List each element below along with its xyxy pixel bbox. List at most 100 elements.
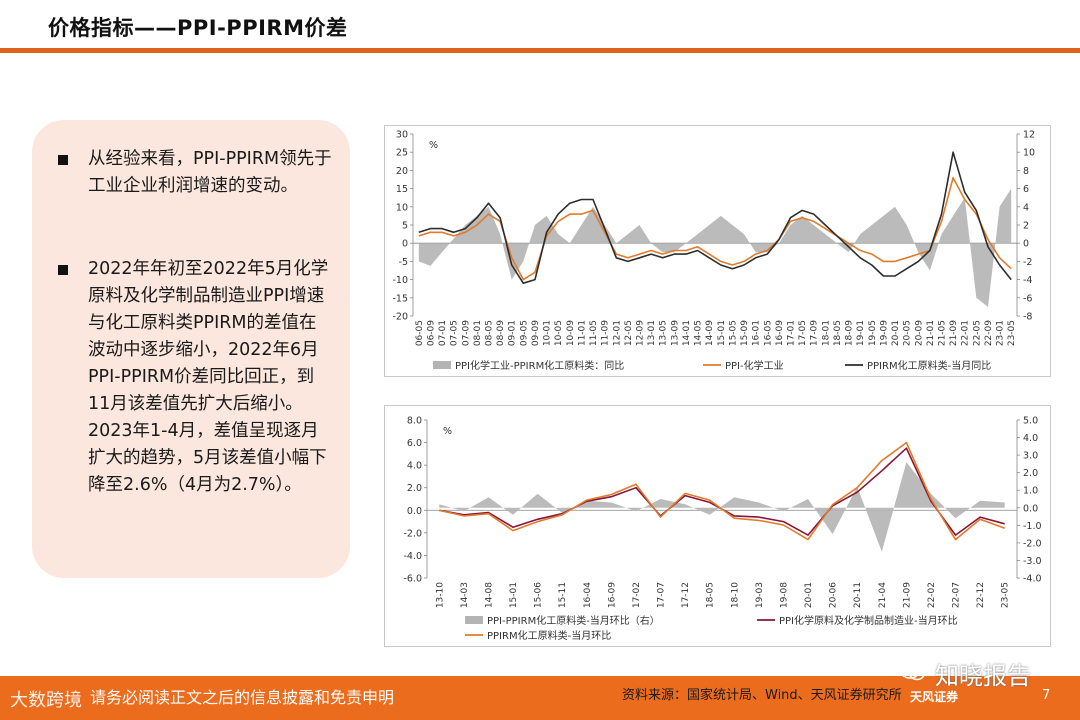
x-tick-label: 06-05 xyxy=(415,320,425,346)
bullet-square-icon xyxy=(58,155,68,165)
x-tick-label: 15-11 xyxy=(558,582,568,608)
x-tick-label: 21-05 xyxy=(938,320,948,346)
x-tick-label: 22-12 xyxy=(976,582,986,608)
series-line-2 xyxy=(418,151,1012,284)
unit-label: % xyxy=(429,140,438,151)
x-tick-label: 08-01 xyxy=(473,320,483,346)
x-tick-label: 22-09 xyxy=(984,320,994,346)
x-tick-label: 19-03 xyxy=(755,582,765,608)
x-tick-label: 21-09 xyxy=(902,582,912,608)
x-tick-label: 16-09 xyxy=(775,320,785,346)
tick-label-left: -5 xyxy=(399,257,408,268)
x-tick-label: 07-09 xyxy=(461,320,471,346)
wechat-icon xyxy=(900,663,925,681)
tick-label-left: 4.0 xyxy=(407,461,422,472)
tick-label-left: -10 xyxy=(392,275,408,286)
x-tick-label: 21-09 xyxy=(949,320,959,346)
tick-label-left: -15 xyxy=(392,293,408,304)
tick-label-left: 0.0 xyxy=(407,506,422,517)
chart-ppi-mom: 8.0 6.0 4.0 2.0 0.0 -2.0 -4.0 -6.0 5.0 4.0 3.0 2.0 1… xyxy=(384,405,1051,647)
x-tick-label: 15-05 xyxy=(728,320,738,346)
tick-label-right: 0.0 xyxy=(1023,503,1038,514)
x-tick-label: 15-01 xyxy=(509,582,519,608)
x-tick-label: 11-05 xyxy=(589,320,599,346)
legend-label: PPI化学工业-PPIRM化工原料类：同比 xyxy=(455,359,624,372)
x-tick-label: 16-05 xyxy=(763,320,773,346)
x-tick-label: 16-01 xyxy=(752,320,762,346)
x-tick-label: 17-12 xyxy=(681,582,691,608)
x-tick-label: 10-09 xyxy=(566,320,576,346)
x-tick-label: 14-09 xyxy=(705,320,715,346)
tick-label-left: -6.0 xyxy=(403,574,422,585)
x-tick-label: 14-08 xyxy=(484,582,494,608)
x-tick-label: 20-01 xyxy=(804,582,814,608)
tick-label-left: 15 xyxy=(396,184,408,195)
x-tick-label: 13-01 xyxy=(647,320,657,346)
tick-label-left: 2.0 xyxy=(407,483,422,494)
tick-label-left: 0 xyxy=(402,239,408,250)
legend-label: PPI-PPIRM化工原料类-当月环比（右） xyxy=(487,614,660,627)
x-tick-label: 22-07 xyxy=(952,582,962,608)
x-tick-label: 18-05 xyxy=(833,320,843,346)
tick-label-right: 5.0 xyxy=(1023,416,1038,427)
chart-ppi-mom-svg: 8.0 6.0 4.0 2.0 0.0 -2.0 -4.0 -6.0 5.0 4.0 3.0 2.0 1… xyxy=(403,416,1042,643)
x-tick-label: 13-09 xyxy=(670,320,680,346)
x-tick-label: 20-09 xyxy=(914,320,924,346)
x-tick-label: 17-07 xyxy=(657,582,667,608)
chart-ppi-yoy: 30 25 20 15 10 5 0 -5 -10 -15 -20 12 10 8 6 4 2 0 -2 -4 -6 -8… xyxy=(384,125,1051,377)
x-tick-label: 17-05 xyxy=(798,320,808,346)
x-tick-label: 15-06 xyxy=(534,582,544,608)
tick-label-left: 30 xyxy=(396,130,408,141)
x-tick-label: 23-01 xyxy=(996,320,1006,346)
bullet-square-icon xyxy=(58,265,68,275)
bullet-text: 从经验来看，PPI-PPIRM领先于工业企业利润增速的变动。 xyxy=(88,149,332,196)
x-tick-label: 06-09 xyxy=(426,320,436,346)
unit-label: % xyxy=(443,426,452,437)
tick-label-left: -4.0 xyxy=(403,551,422,562)
bullet-text: 2022年年初至2022年5月化学原料及化学制品制造业PPI增速与化工原料类PP… xyxy=(88,259,329,495)
x-tick-label: 20-01 xyxy=(891,320,901,346)
x-tick-label: 09-09 xyxy=(531,320,541,346)
tick-label-right: 6 xyxy=(1023,184,1029,195)
tick-label-right: -6 xyxy=(1023,293,1032,304)
series-area-0 xyxy=(439,462,1005,552)
x-tick-label: 15-01 xyxy=(717,320,727,346)
page-number: 7 xyxy=(1042,688,1051,703)
x-tick-label: 16-04 xyxy=(583,582,593,608)
x-tick-label: 09-05 xyxy=(519,320,529,346)
x-tick-label: 14-05 xyxy=(694,320,704,346)
x-tick-label: 17-09 xyxy=(810,320,820,346)
title-rule xyxy=(0,48,1080,53)
tick-label-right: 3.0 xyxy=(1023,451,1038,462)
bullet-item: 从经验来看，PPI-PPIRM领先于工业企业利润增速的变动。 xyxy=(58,146,333,200)
tick-label-right: 8 xyxy=(1023,166,1029,177)
x-tick-label: 08-09 xyxy=(496,320,506,346)
legend-label: PPIRM化工原料类-当月环比 xyxy=(487,629,611,642)
x-tick-label: 18-05 xyxy=(706,582,716,608)
x-tick-label: 17-02 xyxy=(632,582,642,608)
x-tick-label: 23-05 xyxy=(1001,582,1011,608)
x-tick-label: 08-05 xyxy=(485,320,495,346)
tick-label-right: 4 xyxy=(1023,202,1029,213)
x-tick-label: 18-09 xyxy=(845,320,855,346)
x-tick-label: 20-11 xyxy=(853,582,863,608)
tick-label-right: -4.0 xyxy=(1023,574,1042,585)
tick-label-right: -2 xyxy=(1023,257,1032,268)
disclaimer-text[interactable]: 请务必阅读正文之后的信息披露和免责申明 xyxy=(90,688,395,707)
footer-bar xyxy=(0,676,1080,720)
x-tick-label: 22-05 xyxy=(972,320,982,346)
x-tick-label: 19-08 xyxy=(779,582,789,608)
x-tick-label: 19-05 xyxy=(868,320,878,346)
source-text: 资料来源：国家统计局、Wind、天风证券研究所 xyxy=(622,688,902,703)
tick-label-right: 1.0 xyxy=(1023,486,1038,497)
x-tick-label: 12-05 xyxy=(624,320,634,346)
chart-ppi-yoy-svg: 302520151050-5-10-15-20121086420-2-4-6-8… xyxy=(392,130,1035,373)
x-tick-label: 16-09 xyxy=(607,582,617,608)
series-line-2 xyxy=(439,441,1005,541)
x-tick-label: 07-01 xyxy=(438,320,448,346)
legend-label: PPIRM化工原料类-当月同比 xyxy=(867,359,991,372)
tick-label-left: 10 xyxy=(396,202,408,213)
x-tick-label: 19-09 xyxy=(879,320,889,346)
tick-label-left: 20 xyxy=(396,166,408,177)
tick-label-left: 6.0 xyxy=(407,438,422,449)
